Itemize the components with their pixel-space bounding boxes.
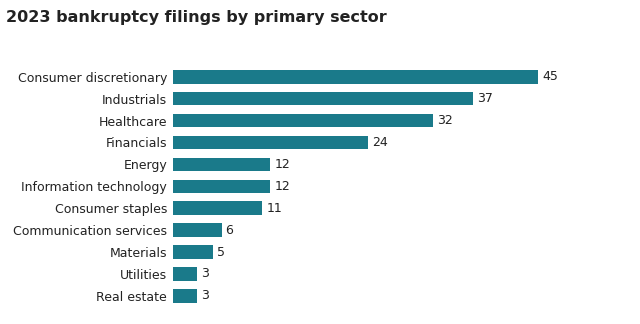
Bar bbox=[173, 245, 213, 259]
Text: 12: 12 bbox=[275, 180, 290, 193]
Text: 32: 32 bbox=[437, 114, 452, 127]
Text: 3: 3 bbox=[201, 267, 209, 281]
Text: 6: 6 bbox=[226, 224, 234, 237]
Bar bbox=[173, 157, 270, 171]
Text: 24: 24 bbox=[372, 136, 388, 149]
Bar bbox=[173, 70, 538, 84]
Bar bbox=[173, 223, 221, 237]
Bar bbox=[173, 289, 197, 303]
Text: 37: 37 bbox=[477, 92, 493, 105]
Bar bbox=[173, 136, 368, 149]
Bar bbox=[173, 92, 474, 105]
Text: 45: 45 bbox=[543, 70, 558, 83]
Text: 12: 12 bbox=[275, 158, 290, 171]
Text: 2023 bankruptcy filings by primary sector: 2023 bankruptcy filings by primary secto… bbox=[6, 10, 387, 25]
Bar bbox=[173, 179, 270, 193]
Text: 5: 5 bbox=[218, 246, 225, 259]
Text: 11: 11 bbox=[266, 202, 282, 215]
Bar bbox=[173, 114, 433, 127]
Bar bbox=[173, 202, 262, 215]
Text: 3: 3 bbox=[201, 289, 209, 302]
Bar bbox=[173, 267, 197, 281]
